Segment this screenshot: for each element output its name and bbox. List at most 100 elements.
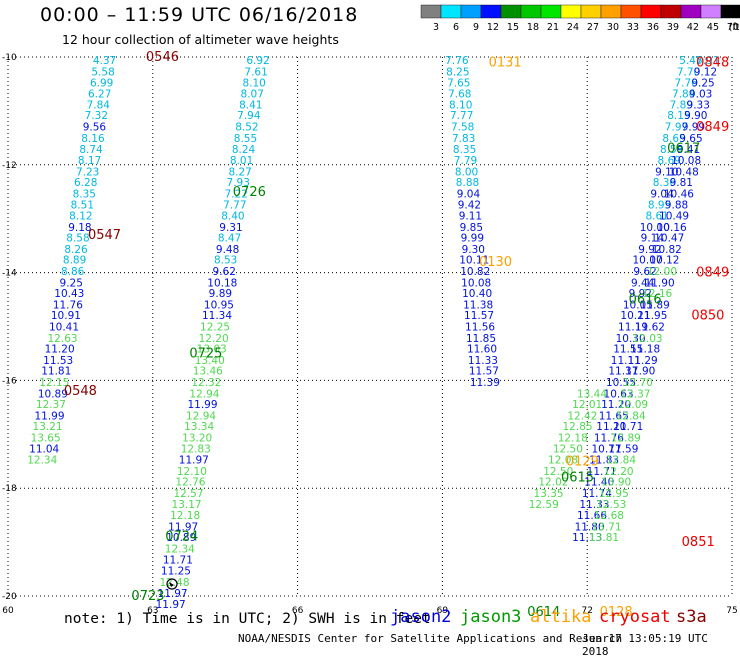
data-point-label: 10.43 [54, 288, 84, 300]
data-point-label: 8.36 [653, 177, 677, 189]
footer-credit: NOAA/NESDIS Center for Satellite Applica… [238, 632, 623, 645]
data-point-label: 12.03 [633, 333, 663, 345]
grid-lines [7, 56, 733, 597]
data-point-label: 7.32 [85, 110, 108, 122]
x-tick-label: 63 [147, 606, 158, 616]
data-point-label: 8.51 [71, 200, 94, 212]
colorbar-swatch-8 [580, 4, 602, 19]
data-point-label: 12.50 [543, 466, 573, 478]
data-point-label: 13.20 [182, 433, 212, 445]
data-point-label: 10.47 [654, 233, 684, 245]
footer-timestamp: Jun 17 13:05:19 UTC 2018 [582, 632, 708, 658]
data-point-label: 10.41 [49, 322, 79, 334]
data-point-label: 12.89 [611, 433, 641, 445]
data-point-label: 8.89 [63, 255, 86, 267]
data-point-label: 11.59 [608, 443, 638, 455]
data-point-label: 11.71 [587, 466, 617, 478]
colorbar-label: 39 [667, 22, 679, 33]
data-point-label: 6.92 [246, 55, 269, 67]
y-tick-label: -12 [2, 161, 17, 171]
data-point-label: 11.20 [601, 399, 631, 411]
colorbar-label: 9 [473, 22, 479, 33]
time-annotation: 0548 [64, 384, 97, 399]
data-point-label: 13.03 [197, 344, 227, 356]
colorbar-label: 21 [547, 22, 559, 33]
data-point-label: 12.84 [606, 455, 636, 467]
data-point-label: 10.55 [606, 377, 636, 389]
data-point-label: 12.34 [165, 544, 195, 556]
data-point-label: 9.99 [682, 122, 705, 134]
data-point-label: 8.86 [61, 266, 85, 278]
data-point-label: 8.95 [648, 200, 671, 212]
data-point-label: 12.59 [529, 499, 559, 511]
data-point-label: 12.20 [604, 466, 634, 478]
data-point-label: 9.14 [641, 233, 665, 245]
data-point-label: 11.25 [161, 566, 191, 578]
data-point-label: 11.97 [168, 521, 198, 533]
data-point-label: 11.53 [43, 355, 73, 367]
time-annotation: 0849 [696, 266, 729, 281]
data-point-label: 8.25 [446, 67, 469, 79]
data-point-label: 12.08 [548, 455, 578, 467]
data-point-label: 13.21 [33, 421, 63, 433]
colorbar-swatch-12 [660, 4, 682, 19]
data-point-label: 11.62 [635, 322, 665, 334]
page-subtitle: 12 hour collection of altimeter wave hei… [62, 32, 339, 47]
data-point-label: 11.37 [608, 366, 638, 378]
data-point-label: 11.89 [640, 299, 670, 311]
data-point-label: 9.03 [689, 89, 712, 101]
data-point-label: 12.37 [36, 399, 66, 411]
data-point-label: 9.99 [461, 233, 484, 245]
data-point-label: 8.26 [64, 244, 88, 256]
data-point-label: 10.46 [664, 188, 694, 200]
data-point-label: 11.13 [572, 532, 602, 544]
time-annotation: 0614 [527, 605, 560, 620]
data-point-label: 10.82 [652, 244, 682, 256]
data-point-label: 13.46 [193, 366, 223, 378]
data-point-label: 13.40 [195, 355, 225, 367]
data-point-label: 12.50 [553, 443, 583, 455]
data-point-label: 9.88 [665, 200, 688, 212]
legend-jason3: jason3 [460, 607, 522, 627]
data-point-label: 10.89 [166, 532, 196, 544]
data-point-label: 9.92 [629, 288, 652, 300]
data-point-label: 12.68 [594, 510, 624, 522]
data-point-label: 11.71 [613, 421, 643, 433]
data-point-label: 11.33 [579, 499, 609, 511]
data-point-label: 12.09 [618, 399, 648, 411]
data-labels: 4.375.586.996.277.847.329.568.168.748.17… [27, 55, 719, 611]
data-point-label: 11.99 [187, 399, 217, 411]
data-point-label: 10.48 [669, 166, 699, 178]
data-point-label: 9.65 [679, 133, 702, 145]
data-point-label: 13.71 [591, 521, 621, 533]
data-point-label: 8.47 [218, 233, 241, 245]
data-point-label: 11.95 [637, 310, 667, 322]
colorbar-label: 24 [567, 22, 579, 33]
data-point-label: 10.30 [616, 333, 646, 345]
colorbar-swatch-15 [720, 4, 740, 19]
data-point-label: 11.76 [594, 433, 624, 445]
colorbar-label: 27 [587, 22, 599, 33]
data-point-label: 7.94 [237, 110, 261, 122]
data-point-label: 11.97 [156, 599, 186, 611]
data-point-label: 8.88 [456, 177, 479, 189]
data-point-label: 12.94 [186, 410, 216, 422]
data-point-label: 7.93 [227, 177, 250, 189]
data-point-label: 11.57 [469, 366, 499, 378]
time-annotation: 0726 [233, 185, 266, 200]
time-annotation: 0128 [600, 605, 633, 620]
data-point-label: 7.68 [448, 89, 471, 101]
y-tick-label: -14 [2, 269, 17, 279]
data-point-label: 11.34 [202, 310, 232, 322]
legend-jason2: jason2 [390, 607, 452, 627]
colorbar-label: 42 [687, 22, 699, 33]
colorbar-swatch-14 [700, 4, 722, 19]
colorbar-swatch-1 [440, 4, 462, 19]
y-tick-label: -10 [2, 53, 17, 63]
time-annotation: 0724 [165, 530, 198, 545]
data-point-label: 8.35 [73, 188, 96, 200]
data-point-label: 11.38 [463, 299, 493, 311]
time-annotation: 0129 [566, 454, 599, 469]
data-point-label: 7.61 [244, 67, 267, 79]
